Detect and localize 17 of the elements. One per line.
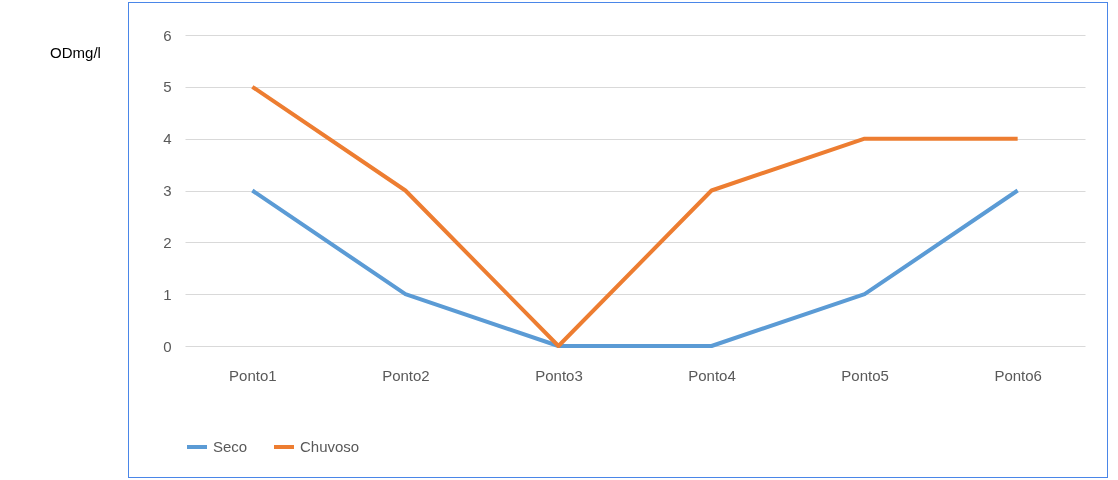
y-tick-label: 0	[163, 337, 172, 355]
y-tick-label: 2	[163, 233, 172, 251]
x-tick-label: Ponto1	[229, 366, 277, 384]
legend-label: Chuvoso	[300, 438, 360, 455]
y-axis-title: ODmg/l	[50, 43, 101, 61]
y-tick-label: 4	[163, 130, 172, 148]
y-tick-label: 1	[163, 285, 172, 303]
y-tick-label: 3	[163, 182, 172, 199]
x-tick-label: Ponto4	[688, 366, 736, 384]
x-tick-label: Ponto5	[841, 366, 889, 384]
x-tick-label: Ponto2	[382, 366, 430, 384]
x-tick-label: Ponto3	[535, 366, 583, 384]
legend-label: Seco	[213, 438, 248, 455]
y-tick-label: 5	[163, 78, 172, 96]
line-series	[250, 84, 1020, 348]
y-tick-label: 6	[163, 26, 172, 44]
x-tick-label: Ponto6	[994, 366, 1042, 384]
